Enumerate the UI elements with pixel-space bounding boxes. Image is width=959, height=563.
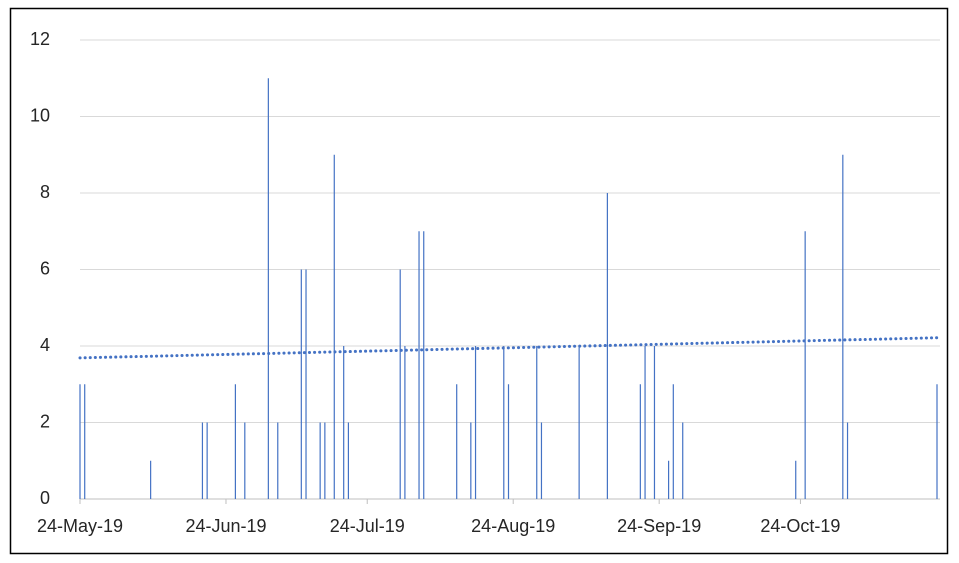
y-tick-label: 10	[30, 105, 50, 125]
chart-border	[9, 7, 949, 555]
x-tick-label: 24-Jun-19	[185, 516, 266, 536]
x-tick-label: 24-Aug-19	[471, 516, 555, 536]
y-tick-label: 0	[40, 488, 50, 508]
x-tick-label: 24-Jul-19	[330, 516, 405, 536]
x-tick-label: 24-May-19	[37, 516, 123, 536]
trendline	[78, 336, 939, 360]
x-tick-label: 24-Oct-19	[760, 516, 840, 536]
x-tick-label: 24-Sep-19	[617, 516, 701, 536]
y-tick-label: 4	[40, 335, 50, 355]
y-tick-label: 6	[40, 258, 50, 278]
y-tick-label: 2	[40, 411, 50, 431]
y-tick-label: 12	[30, 29, 50, 49]
y-tick-label: 8	[40, 182, 50, 202]
